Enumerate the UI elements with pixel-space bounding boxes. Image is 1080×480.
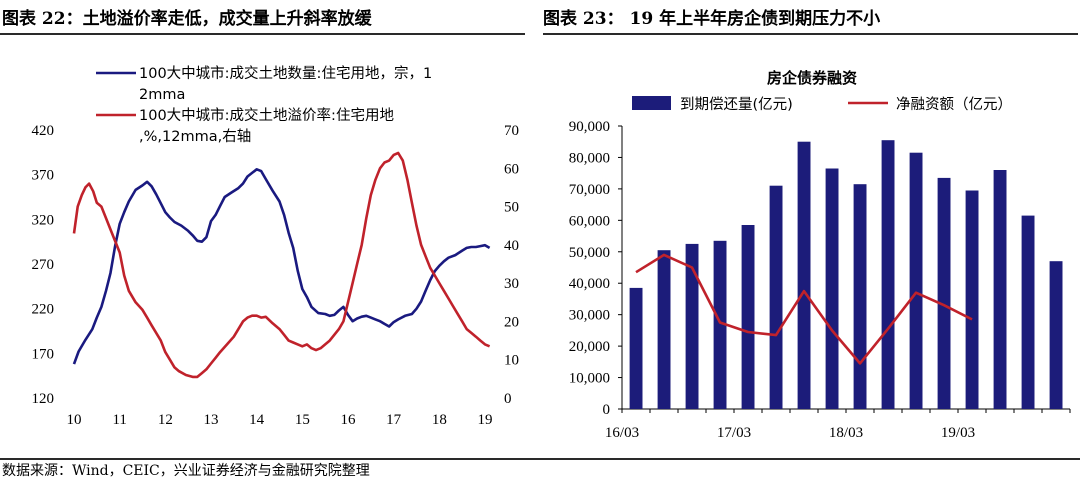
left-y-tick-label: 220 bbox=[32, 302, 55, 318]
right-chart-title: 房企债券融资 bbox=[767, 69, 857, 87]
bar-maturity-16-06 bbox=[657, 250, 671, 409]
left-x-tick-label: 16 bbox=[341, 412, 357, 428]
bar-maturity-19-06 bbox=[993, 170, 1007, 409]
right-x-tick-label: 18/03 bbox=[829, 425, 863, 441]
bar-maturity-18-03 bbox=[853, 184, 867, 409]
left-y-tick-label: 270 bbox=[32, 257, 55, 273]
left-x-tick-label: 11 bbox=[112, 412, 126, 428]
series-line-land-premium bbox=[72, 151, 491, 379]
bar-maturity-17-03 bbox=[741, 225, 755, 409]
bar-maturity-18-12 bbox=[937, 177, 951, 409]
right-y-tick-label: 0 bbox=[603, 402, 611, 418]
left-y-tick-label: 120 bbox=[32, 391, 55, 407]
right-y-tick-label: 60 bbox=[504, 161, 519, 177]
series-line-net-financing bbox=[635, 253, 973, 365]
left-x-tick-label: 19 bbox=[478, 412, 493, 428]
right-y-tick-label: 30 bbox=[504, 276, 519, 292]
legend-land-volume-label: 100大中城市:成交土地数量:住宅用地，宗，1 2mma bbox=[139, 64, 432, 103]
bottom-rule bbox=[0, 458, 1080, 460]
left-x-tick-label: 12 bbox=[158, 412, 173, 428]
legend-line-label: 净融资额（亿元） bbox=[896, 96, 1012, 113]
left-figure-title: 图表 22：土地溢价率走低，成交量上升斜率放缓 bbox=[2, 9, 372, 29]
right-y-tick-label: 10,000 bbox=[569, 371, 610, 387]
right-y-tick-label: 10 bbox=[504, 353, 519, 369]
left-y-tick-label: 320 bbox=[32, 212, 55, 228]
series-line-land-volume bbox=[72, 168, 491, 365]
right-y-tick-label: 40,000 bbox=[569, 276, 610, 292]
right-y-tick-label: 20 bbox=[504, 314, 519, 330]
left-x-tick-label: 15 bbox=[295, 412, 310, 428]
right-y-tick-label: 70,000 bbox=[569, 182, 610, 198]
bar-maturity-19-03 bbox=[965, 190, 979, 409]
bar-maturity-18-09 bbox=[909, 152, 923, 409]
right-figure-title: 图表 23： 19 年上半年房企债到期压力不小 bbox=[543, 9, 881, 29]
left-y-tick-label: 170 bbox=[32, 346, 55, 362]
left-y-tick-label: 420 bbox=[32, 123, 55, 139]
bar-maturity-19-12 bbox=[1049, 261, 1063, 409]
source-note: 数据来源：Wind，CEIC，兴业证券经济与金融研究院整理 bbox=[2, 463, 370, 479]
left-x-tick-label: 10 bbox=[67, 412, 82, 428]
bar-maturity-16-03 bbox=[629, 287, 643, 409]
bar-maturity-17-06 bbox=[769, 185, 783, 409]
legend-bar-label: 到期偿还量(亿元) bbox=[680, 96, 793, 113]
right-x-tick-label: 16/03 bbox=[605, 425, 639, 441]
bar-maturity-16-12 bbox=[713, 240, 727, 409]
legend-land-premium-label: 100大中城市:成交土地溢价率:住宅用地,%,12mma,右轴 bbox=[139, 106, 394, 145]
right-title-rule bbox=[543, 33, 1078, 35]
right-y-tick-label: 0 bbox=[504, 391, 512, 407]
right-y-tick-label: 50 bbox=[504, 200, 519, 216]
right-y-tick-label: 40 bbox=[504, 238, 519, 254]
right-y-tick-label: 70 bbox=[504, 123, 519, 139]
right-y-tick-label: 20,000 bbox=[569, 339, 610, 355]
right-y-tick-label: 80,000 bbox=[569, 150, 610, 166]
right-y-tick-label: 90,000 bbox=[569, 119, 610, 135]
right-x-tick-label: 17/03 bbox=[717, 425, 751, 441]
left-x-tick-label: 13 bbox=[204, 412, 219, 428]
left-x-tick-label: 14 bbox=[249, 412, 265, 428]
left-x-tick-label: 18 bbox=[432, 412, 447, 428]
bar-maturity-19-09 bbox=[1021, 215, 1035, 409]
left-x-tick-label: 17 bbox=[386, 412, 402, 428]
right-y-tick-label: 60,000 bbox=[569, 213, 610, 229]
bar-maturity-16-09 bbox=[685, 243, 699, 409]
left-y-tick-label: 370 bbox=[32, 168, 55, 184]
bar-maturity-17-12 bbox=[825, 168, 839, 409]
bar-maturity-17-09 bbox=[797, 141, 811, 409]
bar-maturity-18-06 bbox=[881, 140, 895, 409]
right-x-tick-label: 19/03 bbox=[941, 425, 975, 441]
right-y-tick-label: 30,000 bbox=[569, 308, 610, 324]
left-title-rule bbox=[0, 33, 525, 35]
legend-bar-swatch bbox=[632, 96, 671, 110]
right-y-tick-label: 50,000 bbox=[569, 245, 610, 261]
